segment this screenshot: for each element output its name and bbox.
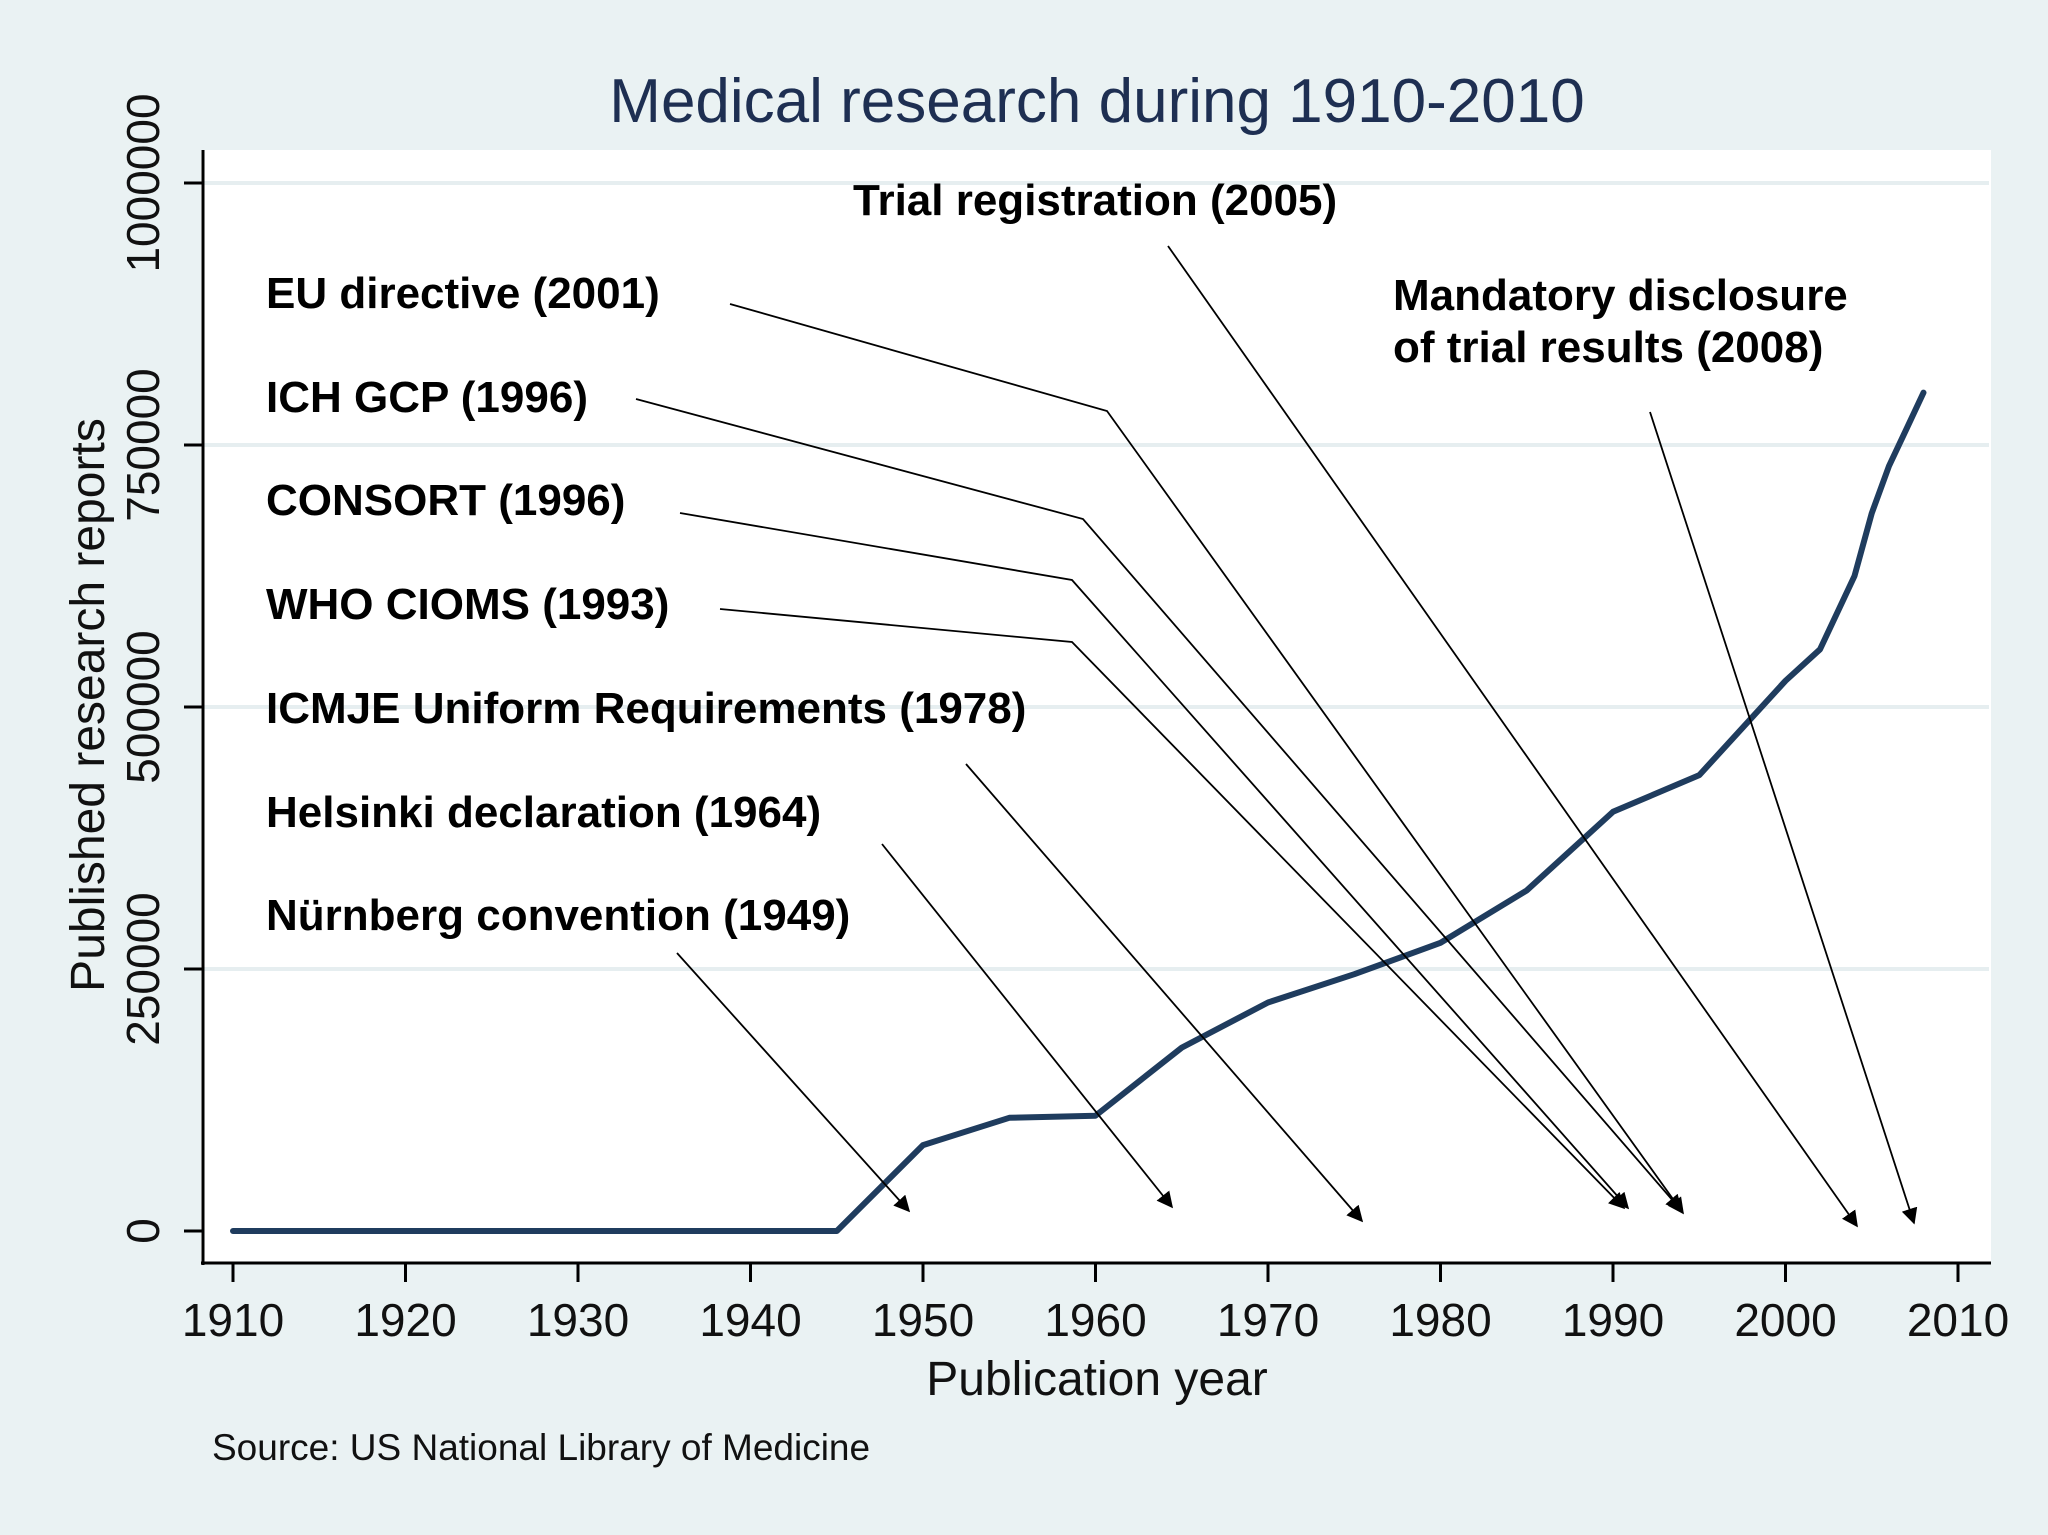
- x-tick-label: 2000: [1734, 1294, 1836, 1346]
- x-tick-label: 1960: [1044, 1294, 1146, 1346]
- annotation-label: EU directive (2001): [266, 269, 660, 318]
- x-tick-label: 1930: [527, 1294, 629, 1346]
- series: [230, 389, 1927, 1234]
- y-tick-label: 750000: [117, 368, 169, 522]
- x-tick-label: 1980: [1389, 1294, 1491, 1346]
- x-tick-label: 1970: [1217, 1294, 1319, 1346]
- x-axis-title: Publication year: [926, 1353, 1268, 1406]
- annotation-arrow: [1167, 245, 1858, 1228]
- x-tick-label: 1940: [699, 1294, 801, 1346]
- annotation-label: CONSORT (1996): [266, 476, 625, 525]
- x-tick-label: 1950: [872, 1294, 974, 1346]
- gridlines: [203, 181, 1989, 971]
- axes: [184, 150, 1991, 1282]
- annotation-label: Helsinki declaration (1964): [266, 788, 821, 837]
- annotation-arrow: [881, 843, 1174, 1209]
- x-tick-label: 2010: [1907, 1294, 2009, 1346]
- y-tick-label: 250000: [117, 892, 169, 1046]
- annotation-label: Mandatory disclosure: [1393, 271, 1848, 320]
- annotation-label: WHO CIOMS (1993): [266, 580, 669, 629]
- tick-labels: 0 250000 500000 750000 1000000 1910 1920 1930 19…: [117, 93, 2009, 1346]
- y-axis-title: Published research reports: [62, 418, 115, 992]
- x-tick-label: 1910: [182, 1294, 284, 1346]
- y-tick-label: 500000: [117, 630, 169, 784]
- source-note: Source: US National Library of Medicine: [212, 1427, 870, 1468]
- annotation-label: ICH GCP (1996): [266, 373, 588, 422]
- annotation-arrow: [719, 608, 1626, 1210]
- annotation-label: Nürnberg convention (1949): [266, 891, 850, 940]
- series-line: [230, 389, 1927, 1234]
- chart-title: Medical research during 1910-2010: [609, 67, 1584, 136]
- y-tick-label: 1000000: [117, 93, 169, 272]
- annotation-arrow: [679, 512, 1630, 1210]
- annotation-label: Trial registration (2005): [853, 176, 1337, 225]
- y-tick-label: 0: [117, 1218, 169, 1244]
- annotation-label: ICMJE Uniform Requirements (1978): [266, 684, 1026, 733]
- annotation-arrow: [965, 763, 1364, 1223]
- x-tick-label: 1920: [354, 1294, 456, 1346]
- annotation-label-line2: of trial results (2008): [1393, 323, 1823, 372]
- annotations: Trial registration (2005) EU directive (2…: [266, 176, 1918, 1228]
- x-tick-label: 1990: [1562, 1294, 1664, 1346]
- annotation-arrow: [635, 398, 1683, 1212]
- annotation-arrow: [1649, 411, 1918, 1225]
- annotation-arrow: [729, 303, 1684, 1215]
- annotation-arrow: [676, 952, 911, 1213]
